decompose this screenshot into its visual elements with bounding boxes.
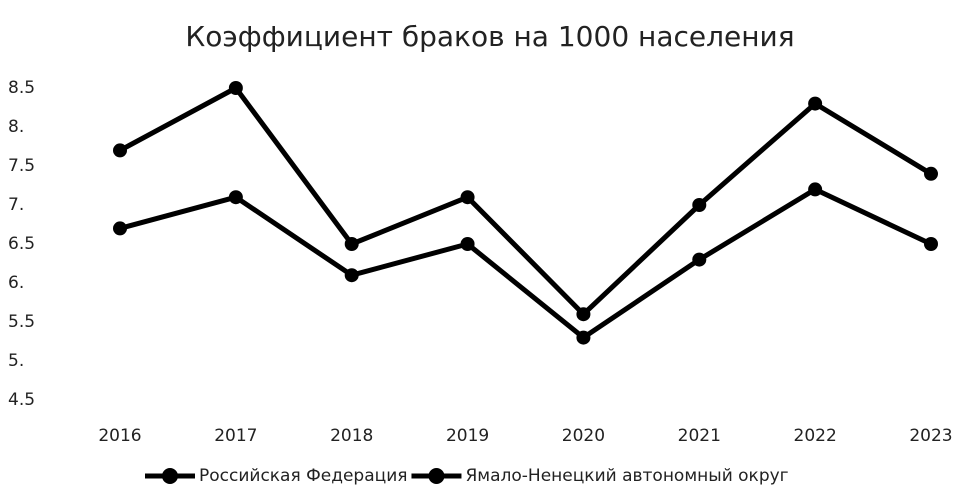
y-tick-label: 5.5 <box>8 312 35 332</box>
legend-marker <box>162 468 178 484</box>
chart-title: Коэффициент браков на 1000 населения <box>185 20 794 53</box>
x-tick-label: 2019 <box>446 426 489 446</box>
data-point <box>808 182 823 197</box>
data-point <box>344 237 359 251</box>
data-point <box>692 198 707 212</box>
data-point <box>808 96 823 111</box>
legend-marker <box>428 468 445 484</box>
data-point <box>924 166 938 181</box>
y-tick-label: 7. <box>8 195 24 215</box>
y-tick-label: 7.5 <box>8 156 35 176</box>
y-tick-label: 5. <box>8 351 24 371</box>
data-point <box>113 221 127 236</box>
data-point <box>113 143 127 158</box>
data-point <box>228 190 243 205</box>
data-point <box>576 330 591 345</box>
x-tick-label: 2021 <box>678 426 721 446</box>
data-point <box>692 252 707 267</box>
legend-label: Российская Федерация <box>199 466 407 486</box>
x-tick-label: 2020 <box>562 426 605 446</box>
data-point <box>228 81 243 95</box>
x-tick-label: 2023 <box>909 426 952 446</box>
data-point <box>460 237 475 251</box>
legend-label: Ямало-Ненецкий автономный округ <box>465 466 788 486</box>
data-point <box>924 237 938 251</box>
data-point <box>576 307 591 322</box>
y-tick-label: 4.5 <box>8 390 35 410</box>
data-point <box>344 268 359 283</box>
y-tick-label: 8.5 <box>8 78 35 98</box>
y-tick-label: 6. <box>8 273 24 293</box>
y-tick-label: 6.5 <box>8 234 35 254</box>
x-tick-label: 2017 <box>214 426 257 446</box>
y-tick-label: 8. <box>8 117 24 137</box>
series-line <box>118 85 933 317</box>
x-tick-label: 2022 <box>794 426 837 446</box>
data-point <box>460 190 475 205</box>
series-line <box>119 186 933 341</box>
x-tick-label: 2016 <box>98 426 141 446</box>
x-tick-label: 2018 <box>330 426 373 446</box>
